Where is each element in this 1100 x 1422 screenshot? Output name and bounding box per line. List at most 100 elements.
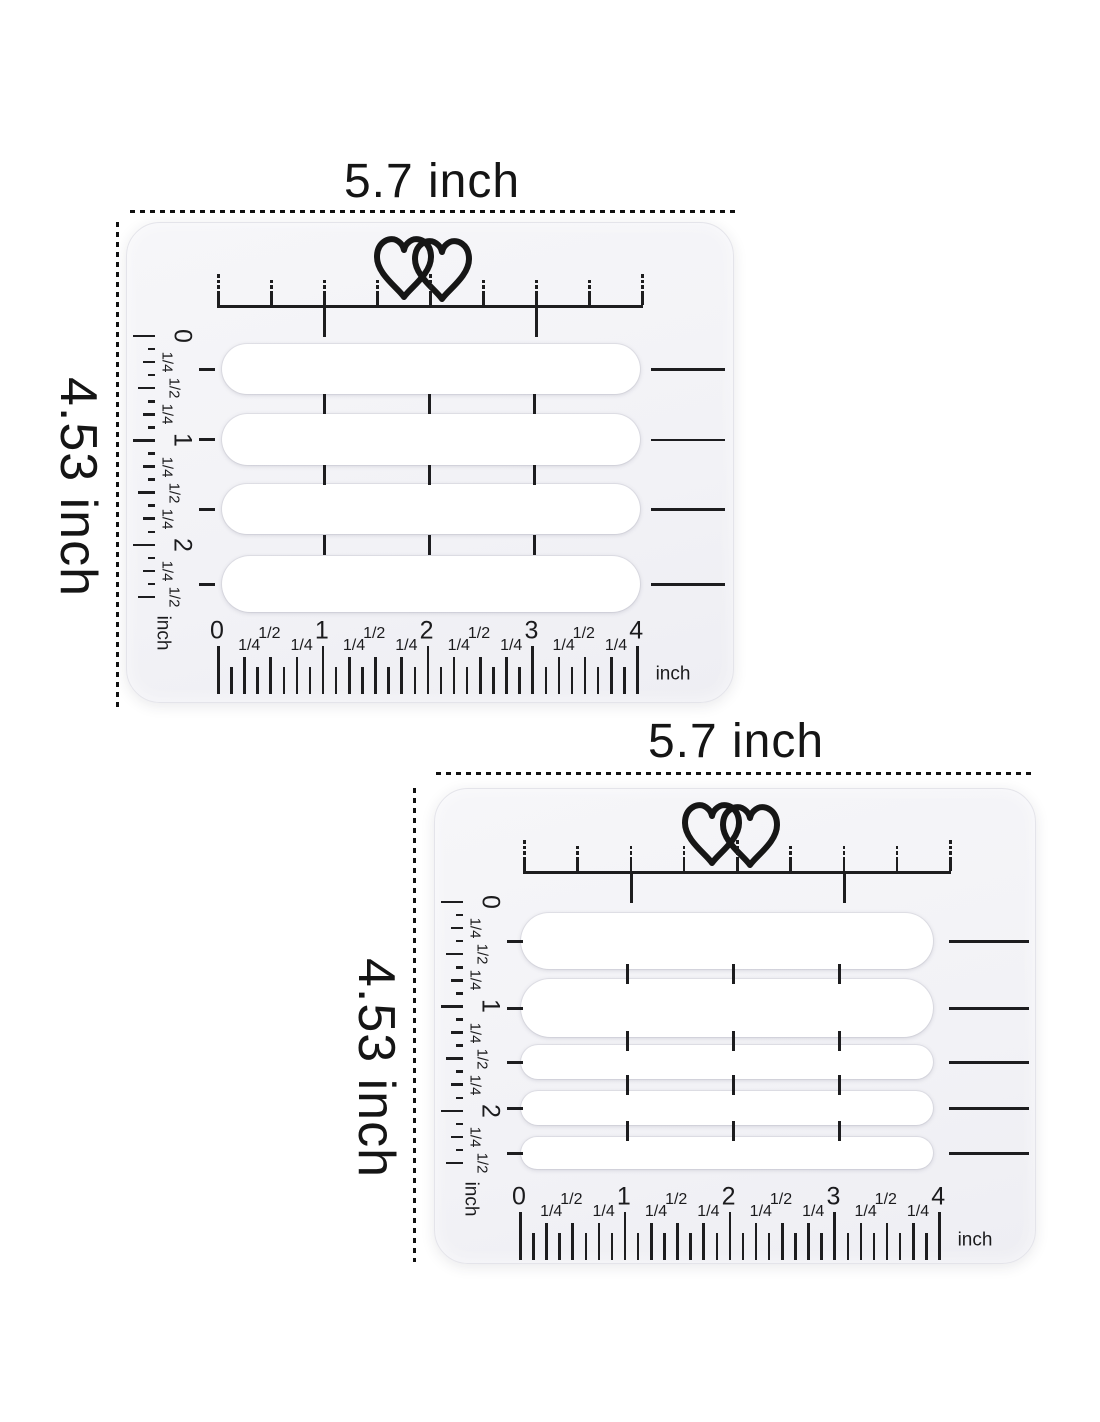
bottom-ruler-tick (676, 1223, 679, 1260)
bottom-ruler-tick (387, 667, 390, 694)
bottom-ruler-tick (558, 1233, 561, 1260)
top-ruler-tick (535, 291, 538, 305)
bottom-ruler-tick (545, 1223, 548, 1260)
bottom-ruler-tick (492, 667, 495, 694)
address-slot (521, 1137, 933, 1169)
left-ruler-tick (456, 1096, 463, 1099)
bottom-ruler-tick (702, 1223, 705, 1260)
top-ruler-dot (949, 840, 952, 844)
left-ruler-tick (143, 517, 155, 520)
top-ruler-tick (217, 291, 220, 305)
bottom-ruler-label: 1/2 (258, 625, 281, 642)
bottom-ruler-label: 1/4 (854, 1203, 877, 1220)
column-guide-tick (323, 394, 326, 414)
bottom-ruler-label: 1/4 (592, 1203, 615, 1220)
bottom-ruler-label: 1/4 (802, 1203, 825, 1220)
bottom-ruler-tick (439, 667, 443, 694)
top-ruler-dot (588, 285, 591, 289)
bottom-ruler-tick (767, 1233, 771, 1260)
column-guide-tick (626, 1075, 629, 1095)
column-guide-tick (732, 964, 735, 984)
left-ruler-tick (143, 569, 155, 573)
left-ruler-label: 0 (476, 895, 505, 909)
top-ruler-dot (535, 279, 538, 283)
column-guide-tick (842, 873, 846, 903)
column-guide-tick (732, 1121, 735, 1141)
slot-right-guide-line (949, 940, 1029, 943)
top-ruler-dot (523, 840, 526, 844)
left-ruler-unit-label: inch (460, 1181, 482, 1217)
dimension-height-label: 4.53 inch (49, 376, 107, 598)
column-guide-tick (323, 464, 326, 485)
bottom-ruler-tick (505, 657, 508, 694)
bottom-ruler-label: 1/4 (604, 637, 628, 654)
column-guide-tick (428, 394, 431, 414)
bottom-ruler-tick (820, 1233, 823, 1260)
bottom-ruler-tick (217, 646, 220, 694)
left-ruler-label: 1/4 (466, 917, 484, 939)
left-ruler-tick (456, 1044, 463, 1047)
top-ruler-baseline (217, 305, 643, 308)
address-slot (521, 979, 933, 1037)
left-ruler-tick (456, 1148, 463, 1152)
left-ruler-tick (133, 439, 155, 442)
slot-left-dash (199, 438, 215, 441)
top-ruler-dot (523, 851, 526, 855)
bottom-ruler-tick (754, 1223, 758, 1260)
top-ruler-dot (949, 845, 952, 849)
left-ruler-tick (138, 386, 155, 390)
bottom-ruler-label: 1/4 (500, 637, 523, 654)
bottom-ruler-label: 2 (721, 1182, 736, 1211)
bottom-ruler-tick (361, 667, 364, 694)
top-ruler-tick (736, 857, 739, 871)
bottom-ruler-tick (334, 667, 338, 694)
column-guide-tick (838, 1075, 841, 1095)
top-ruler-tick (376, 291, 379, 305)
column-guide-tick (626, 1031, 629, 1051)
bottom-ruler-label: 1/4 (342, 637, 366, 654)
column-guide-tick (323, 535, 326, 555)
column-guide-tick (533, 394, 536, 414)
top-ruler-tick (641, 291, 644, 305)
address-slot (521, 1045, 933, 1079)
dimension-width-label: 5.7 inch (647, 715, 825, 768)
bottom-ruler-tick (531, 646, 534, 694)
left-ruler-label: 1/4 (158, 508, 176, 530)
bottom-ruler-tick (295, 657, 299, 694)
top-ruler-dot (482, 279, 485, 283)
left-ruler-label: 1/4 (466, 1126, 484, 1148)
top-ruler-dot (842, 851, 845, 855)
slot-left-dash (507, 1060, 523, 1064)
left-ruler-tick (148, 582, 155, 586)
address-slot (222, 414, 640, 465)
dimension-width-line (436, 772, 1036, 775)
bottom-ruler-tick (413, 667, 416, 694)
envelope-guide-card: 0 1/4 1/2 1/4 1 1/4 1/2 1/4 2 1/4 1/2 inch 0 1/4 1/2 1/… (434, 788, 1036, 1264)
bottom-ruler-tick (833, 1212, 836, 1260)
top-ruler-dot (842, 845, 845, 849)
left-ruler-tick (143, 360, 155, 364)
bottom-ruler-tick (400, 657, 403, 694)
bottom-ruler-label: 1/4 (238, 637, 261, 654)
bottom-ruler-tick (728, 1212, 732, 1260)
address-slot (521, 1091, 933, 1125)
left-ruler-tick (456, 913, 463, 917)
left-ruler-tick (456, 1018, 463, 1021)
top-ruler-dot (895, 845, 899, 849)
top-ruler-baseline (523, 871, 951, 874)
top-ruler-tick (629, 857, 632, 871)
bottom-ruler-label: 1/4 (395, 637, 418, 654)
left-ruler-label: 1/4 (158, 351, 176, 373)
bottom-ruler-label: 2 (419, 616, 434, 645)
bottom-ruler-tick (898, 1233, 902, 1260)
bottom-ruler-tick (479, 657, 482, 694)
left-ruler-tick (148, 373, 155, 377)
dimension-height-line (413, 788, 416, 1262)
top-ruler-dot (270, 285, 273, 289)
top-ruler-dot (629, 851, 632, 855)
top-ruler-dot (895, 851, 899, 855)
left-ruler-tick (148, 452, 155, 455)
bottom-ruler-tick (452, 657, 456, 694)
bottom-ruler-tick (519, 1212, 522, 1260)
double-hearts-icon (682, 802, 780, 868)
